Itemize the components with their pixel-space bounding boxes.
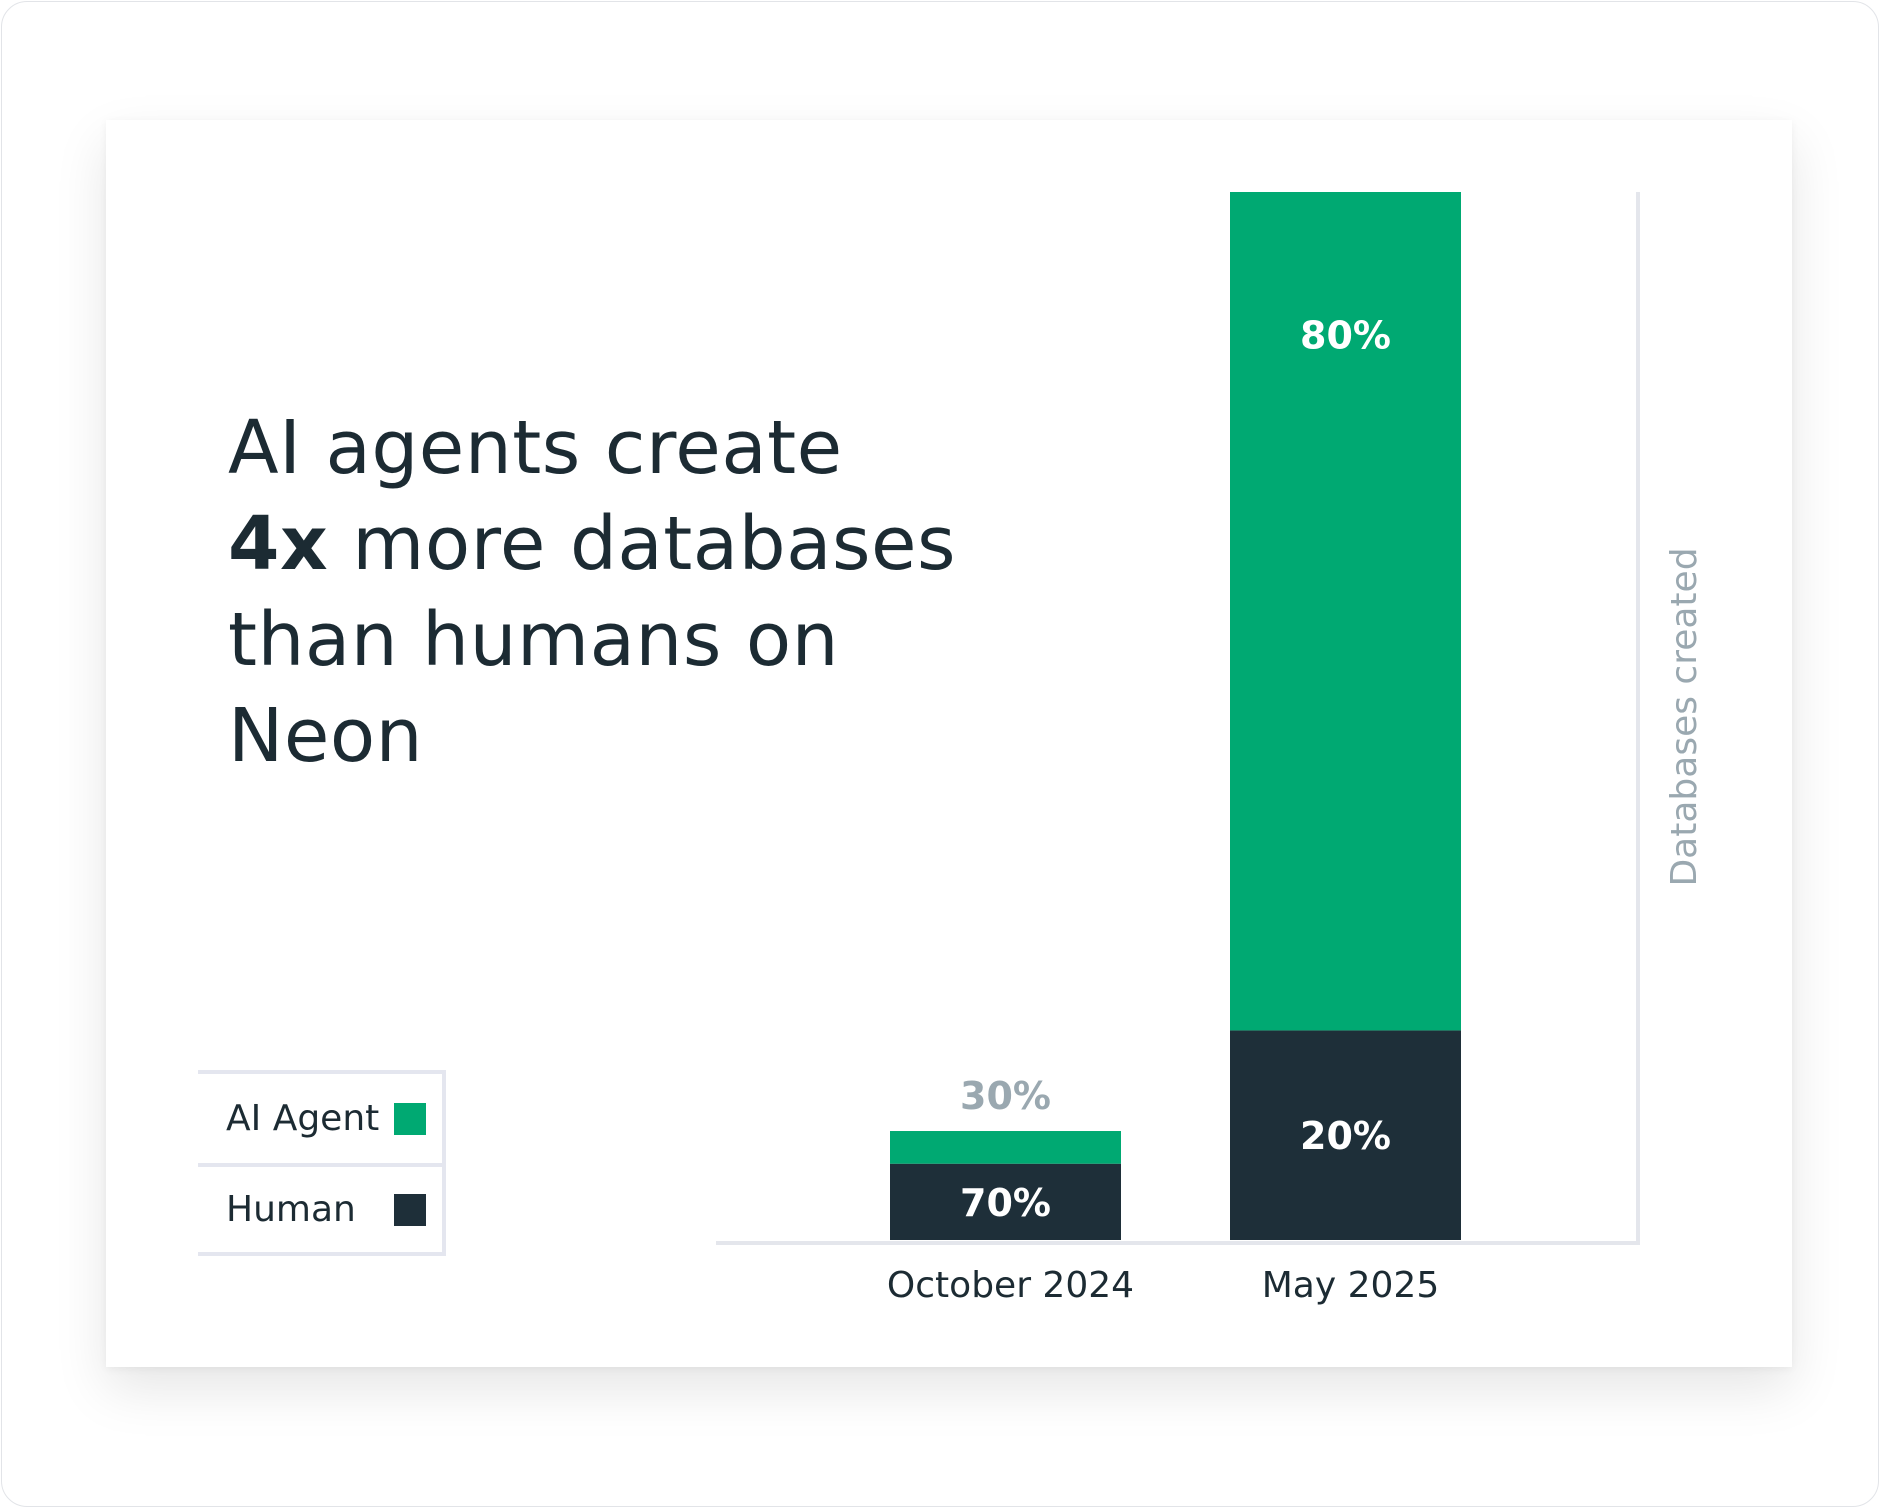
legend-item-ai-agent: AI Agent <box>198 1074 442 1163</box>
y-axis-label: Databases created <box>1664 547 1705 886</box>
data-label-human: 70% <box>960 1181 1051 1225</box>
legend-label: AI Agent <box>226 1098 380 1139</box>
headline-line-1: AI agents create <box>228 405 843 491</box>
legend-label: Human <box>226 1189 356 1230</box>
headline-line-4: Neon <box>228 693 424 779</box>
legend-swatch-human <box>394 1193 426 1226</box>
bar-human <box>1230 1030 1461 1240</box>
x-tick-label: May 2025 <box>1262 1265 1440 1306</box>
data-label-ai-agent: 80% <box>1300 314 1391 358</box>
data-label-ai-agent: 30% <box>960 1074 1051 1118</box>
headline-emphasis: 4x <box>228 501 329 587</box>
x-tick-label: October 2024 <box>887 1265 1134 1306</box>
headline-line-2: 4x more databases <box>228 496 956 592</box>
legend-swatch-ai-agent <box>394 1102 426 1135</box>
legend-item-human: Human <box>198 1163 442 1252</box>
headline: AI agents create 4x more databases than … <box>228 400 956 784</box>
headline-line-3: than humans on <box>228 597 840 683</box>
data-label-human: 20% <box>1300 1114 1391 1158</box>
bar-ai-agent <box>1230 192 1461 1031</box>
bar-ai-agent <box>890 1131 1121 1164</box>
bar-human <box>890 1163 1121 1240</box>
legend: AI Agent Human <box>198 1070 446 1256</box>
headline-line-2-rest: more databases <box>328 501 957 587</box>
